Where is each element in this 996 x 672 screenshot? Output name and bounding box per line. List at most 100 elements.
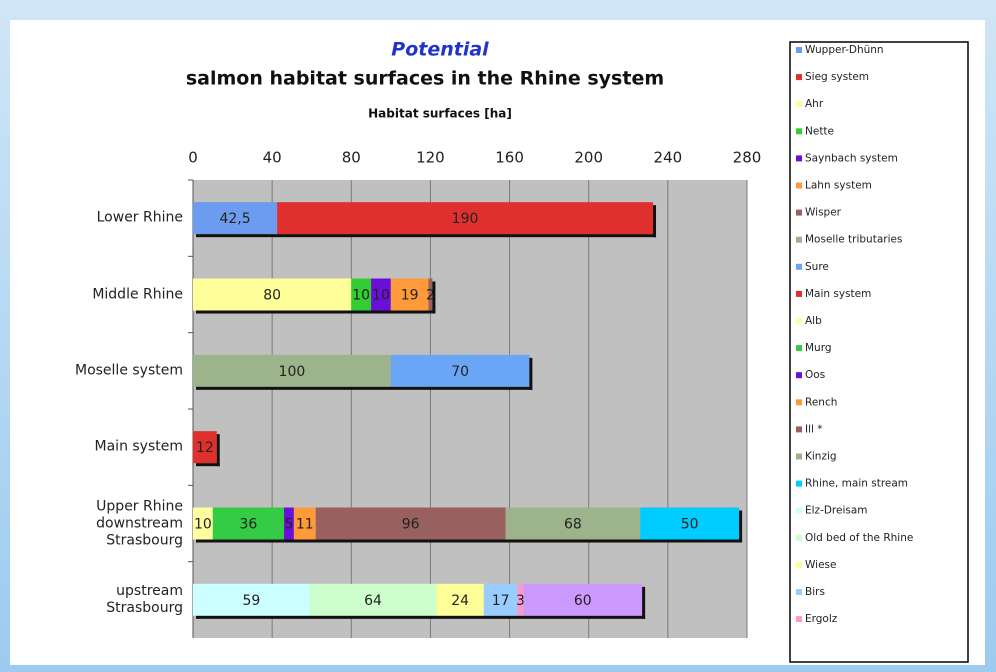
- bar-segment: [193, 278, 352, 311]
- legend-label: Wiese: [805, 559, 836, 571]
- legend-label: Ill *: [805, 423, 823, 435]
- legend-marker: [796, 507, 802, 514]
- y-tick-label: Main system: [94, 438, 183, 455]
- legend-marker: [796, 616, 802, 623]
- legend-label: Kinzig: [805, 451, 837, 463]
- x-tick-label: 200: [574, 149, 603, 167]
- y-tick-label: upstream Strasbourg: [106, 582, 183, 616]
- legend-label: Saynbach system: [805, 152, 898, 164]
- legend-marker: [796, 345, 802, 352]
- legend-label: Alb: [805, 315, 822, 327]
- legend-marker: [796, 290, 802, 297]
- legend-marker: [796, 155, 802, 162]
- bar-shadow: [196, 310, 436, 314]
- bar-segment: [193, 583, 310, 616]
- data-label: 11: [296, 517, 314, 533]
- data-label: 2: [426, 288, 435, 304]
- data-label: 10: [352, 288, 370, 304]
- bar-segment: [193, 507, 213, 540]
- data-label: 19: [401, 288, 419, 304]
- bar-segment: [483, 583, 518, 616]
- bar-segment: [436, 583, 484, 616]
- data-label: 96: [402, 517, 420, 533]
- data-label: 100: [279, 364, 306, 380]
- legend-label: Ergolz: [805, 613, 838, 625]
- data-label: 10: [372, 288, 390, 304]
- bar-segment: [293, 507, 316, 540]
- bar-segment: [284, 507, 294, 540]
- legend-marker: [796, 182, 802, 189]
- x-tick-label: 0: [188, 149, 198, 167]
- y-tick-label: Upper Rhine downstream Strasbourg: [96, 498, 183, 548]
- y-tick-label: Middle Rhine: [92, 286, 183, 302]
- legend-marker: [796, 209, 802, 216]
- data-label: 12: [196, 440, 214, 456]
- legend-label: Birs: [805, 586, 825, 598]
- legend-marker: [796, 74, 802, 81]
- legend-label: Sieg system: [805, 71, 869, 83]
- data-label: 80: [263, 288, 281, 304]
- x-tick-label: 240: [654, 149, 683, 167]
- plot-area: [193, 180, 747, 638]
- bar-shadow: [196, 386, 533, 390]
- data-label: 50: [681, 517, 699, 533]
- legend-label: Lahn system: [805, 180, 872, 192]
- x-tick-label: 280: [733, 149, 762, 167]
- legend-marker: [796, 47, 802, 53]
- legend-label: Oos: [805, 369, 825, 381]
- x-tick-label: 80: [342, 149, 361, 167]
- x-tick-label: 160: [495, 149, 524, 167]
- y-tick-label: Moselle system: [74, 362, 183, 379]
- bar-segment: [309, 583, 437, 616]
- bar-shadow: [196, 615, 646, 619]
- legend-marker: [796, 561, 802, 568]
- data-label: 10: [194, 517, 212, 533]
- bar-segment: [390, 354, 530, 387]
- bar-shadow: [432, 281, 436, 314]
- data-label: 190: [452, 211, 479, 227]
- bar-segment: [212, 507, 285, 540]
- legend-label: Ahr: [805, 98, 824, 110]
- legend-label: Main system: [805, 288, 871, 300]
- legend-marker: [796, 453, 802, 460]
- bar-shadow: [196, 463, 220, 467]
- bar-segment: [517, 583, 524, 616]
- legend-marker: [796, 263, 802, 270]
- data-label: 36: [239, 517, 257, 533]
- bar-segment: [277, 202, 654, 235]
- bar-segment: [193, 431, 217, 464]
- legend-marker: [796, 236, 802, 243]
- data-label: 24: [451, 593, 469, 609]
- legend-label: Murg: [805, 342, 832, 354]
- legend-label: Wisper: [805, 207, 842, 219]
- chart-title: Potential: [391, 39, 489, 61]
- legend-label: Elz-Dreisam: [805, 505, 868, 517]
- bar-segment: [351, 278, 372, 311]
- data-label: 3: [516, 593, 525, 609]
- legend-marker: [796, 128, 802, 135]
- bar-segment: [505, 507, 641, 540]
- bar-shadow: [196, 234, 657, 238]
- bar-shadow: [642, 586, 646, 619]
- data-label: 5: [284, 517, 293, 533]
- bar-segment: [390, 278, 429, 311]
- chart-subtitle: salmon habitat surfaces in the Rhine sys…: [186, 68, 664, 90]
- x-tick-label: 40: [263, 149, 282, 167]
- legend-label: Rhine, main stream: [805, 478, 908, 490]
- bar-segment: [315, 507, 506, 540]
- legend-marker: [796, 480, 802, 487]
- legend-marker: [796, 534, 802, 541]
- data-label: 17: [492, 593, 510, 609]
- bar-shadow: [216, 434, 220, 467]
- y-tick-label: Lower Rhine: [96, 209, 183, 226]
- legend-label: Moselle tributaries: [805, 234, 902, 246]
- data-label: 64: [364, 593, 382, 609]
- legend-marker: [796, 426, 802, 433]
- legend-marker: [796, 101, 802, 108]
- legend-box: [789, 41, 969, 663]
- bar-segment: [523, 583, 643, 616]
- data-label: 68: [564, 517, 582, 533]
- legend-label: Nette: [805, 125, 834, 137]
